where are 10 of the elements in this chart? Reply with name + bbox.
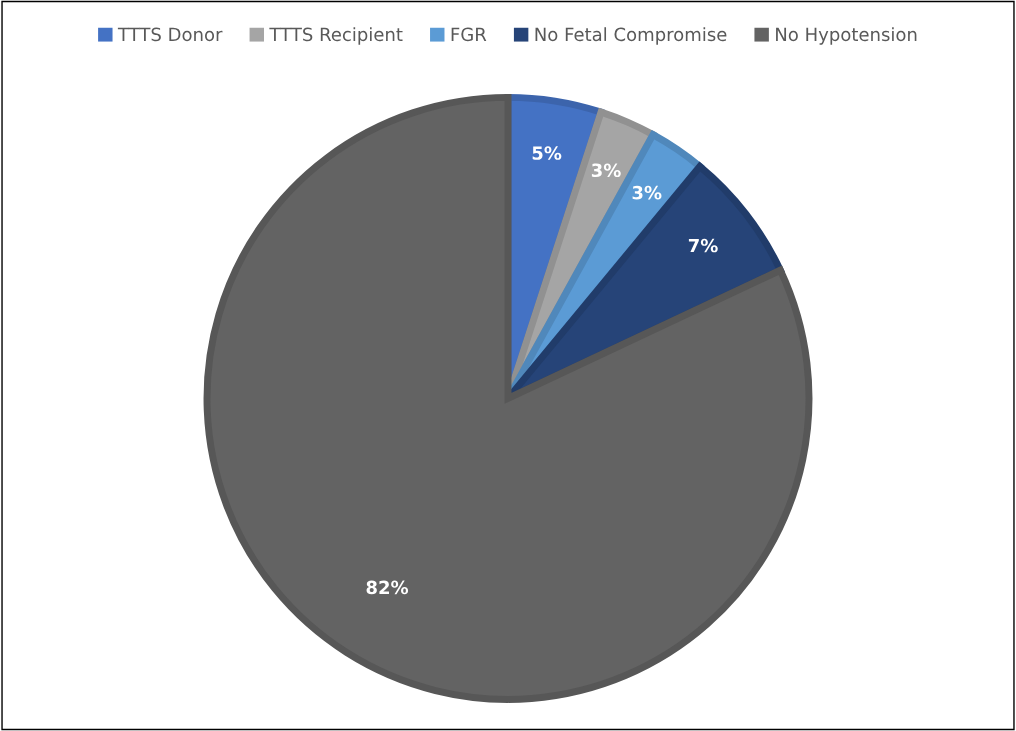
data-label: 5% — [532, 146, 562, 160]
legend-label: TTTS Recipient — [269, 27, 403, 45]
legend-label: FGR — [451, 27, 487, 42]
data-label: 82% — [366, 580, 409, 595]
data-label: 3% — [591, 163, 621, 178]
legend-label: TTTS Donor — [117, 27, 223, 42]
data-label: 7% — [688, 238, 718, 253]
legend-label: No Fetal Compromise — [535, 27, 727, 45]
legend-label: No Hypotension — [776, 27, 917, 45]
data-label: 3% — [632, 185, 662, 200]
